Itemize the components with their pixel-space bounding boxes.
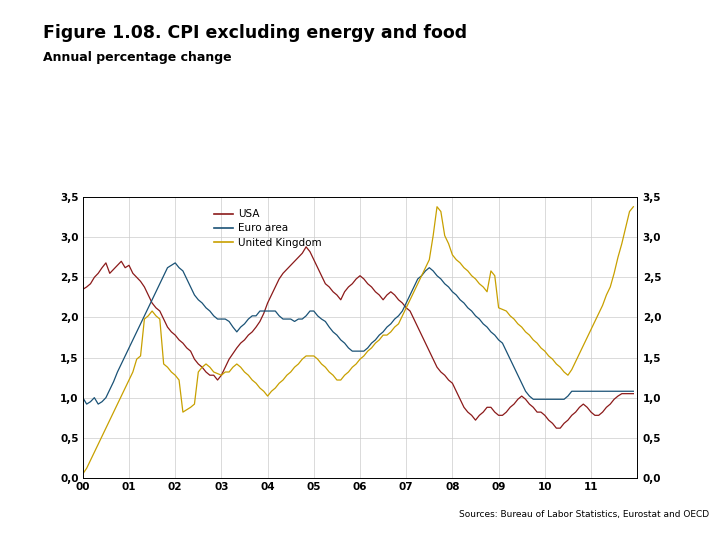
USA [159, 316, 168, 322]
Text: Figure 1.08. CPI excluding energy and food: Figure 1.08. CPI excluding energy and fo… [43, 24, 467, 42]
Euro area [82, 401, 91, 407]
United Kingdom [525, 332, 534, 339]
United Kingdom [533, 340, 541, 346]
USA [629, 390, 638, 397]
Euro area [171, 260, 179, 266]
Legend: USA, Euro area, United Kingdom: USA, Euro area, United Kingdom [210, 205, 326, 252]
Text: Sources: Bureau of Labor Statistics, Eurostat and OECD: Sources: Bureau of Labor Statistics, Eur… [459, 510, 709, 519]
United Kingdom [117, 393, 125, 399]
USA [475, 412, 484, 418]
USA [117, 258, 125, 265]
United Kingdom [475, 280, 484, 287]
United Kingdom [248, 377, 256, 383]
United Kingdom [78, 471, 87, 477]
Euro area [256, 308, 264, 314]
Text: SVERIGES
RIKSBANK: SVERIGES RIKSBANK [648, 63, 685, 74]
USA [302, 244, 310, 250]
Euro area [121, 353, 130, 359]
Euro area [163, 265, 172, 271]
Euro area [536, 396, 545, 402]
Text: Annual percentage change: Annual percentage change [43, 51, 232, 64]
Text: ✦✦✦
⬟⬟
✦: ✦✦✦ ⬟⬟ ✦ [657, 27, 675, 47]
Euro area [78, 394, 87, 401]
Euro area [479, 321, 487, 327]
Line: Euro area: Euro area [83, 263, 634, 404]
USA [248, 329, 256, 335]
USA [533, 409, 541, 415]
USA [78, 286, 87, 293]
Line: USA: USA [83, 247, 634, 428]
Euro area [529, 396, 538, 402]
United Kingdom [159, 361, 168, 367]
Line: United Kingdom: United Kingdom [83, 207, 634, 474]
Euro area [629, 388, 638, 395]
United Kingdom [433, 204, 441, 210]
USA [552, 425, 561, 431]
United Kingdom [629, 204, 638, 210]
USA [525, 401, 534, 407]
